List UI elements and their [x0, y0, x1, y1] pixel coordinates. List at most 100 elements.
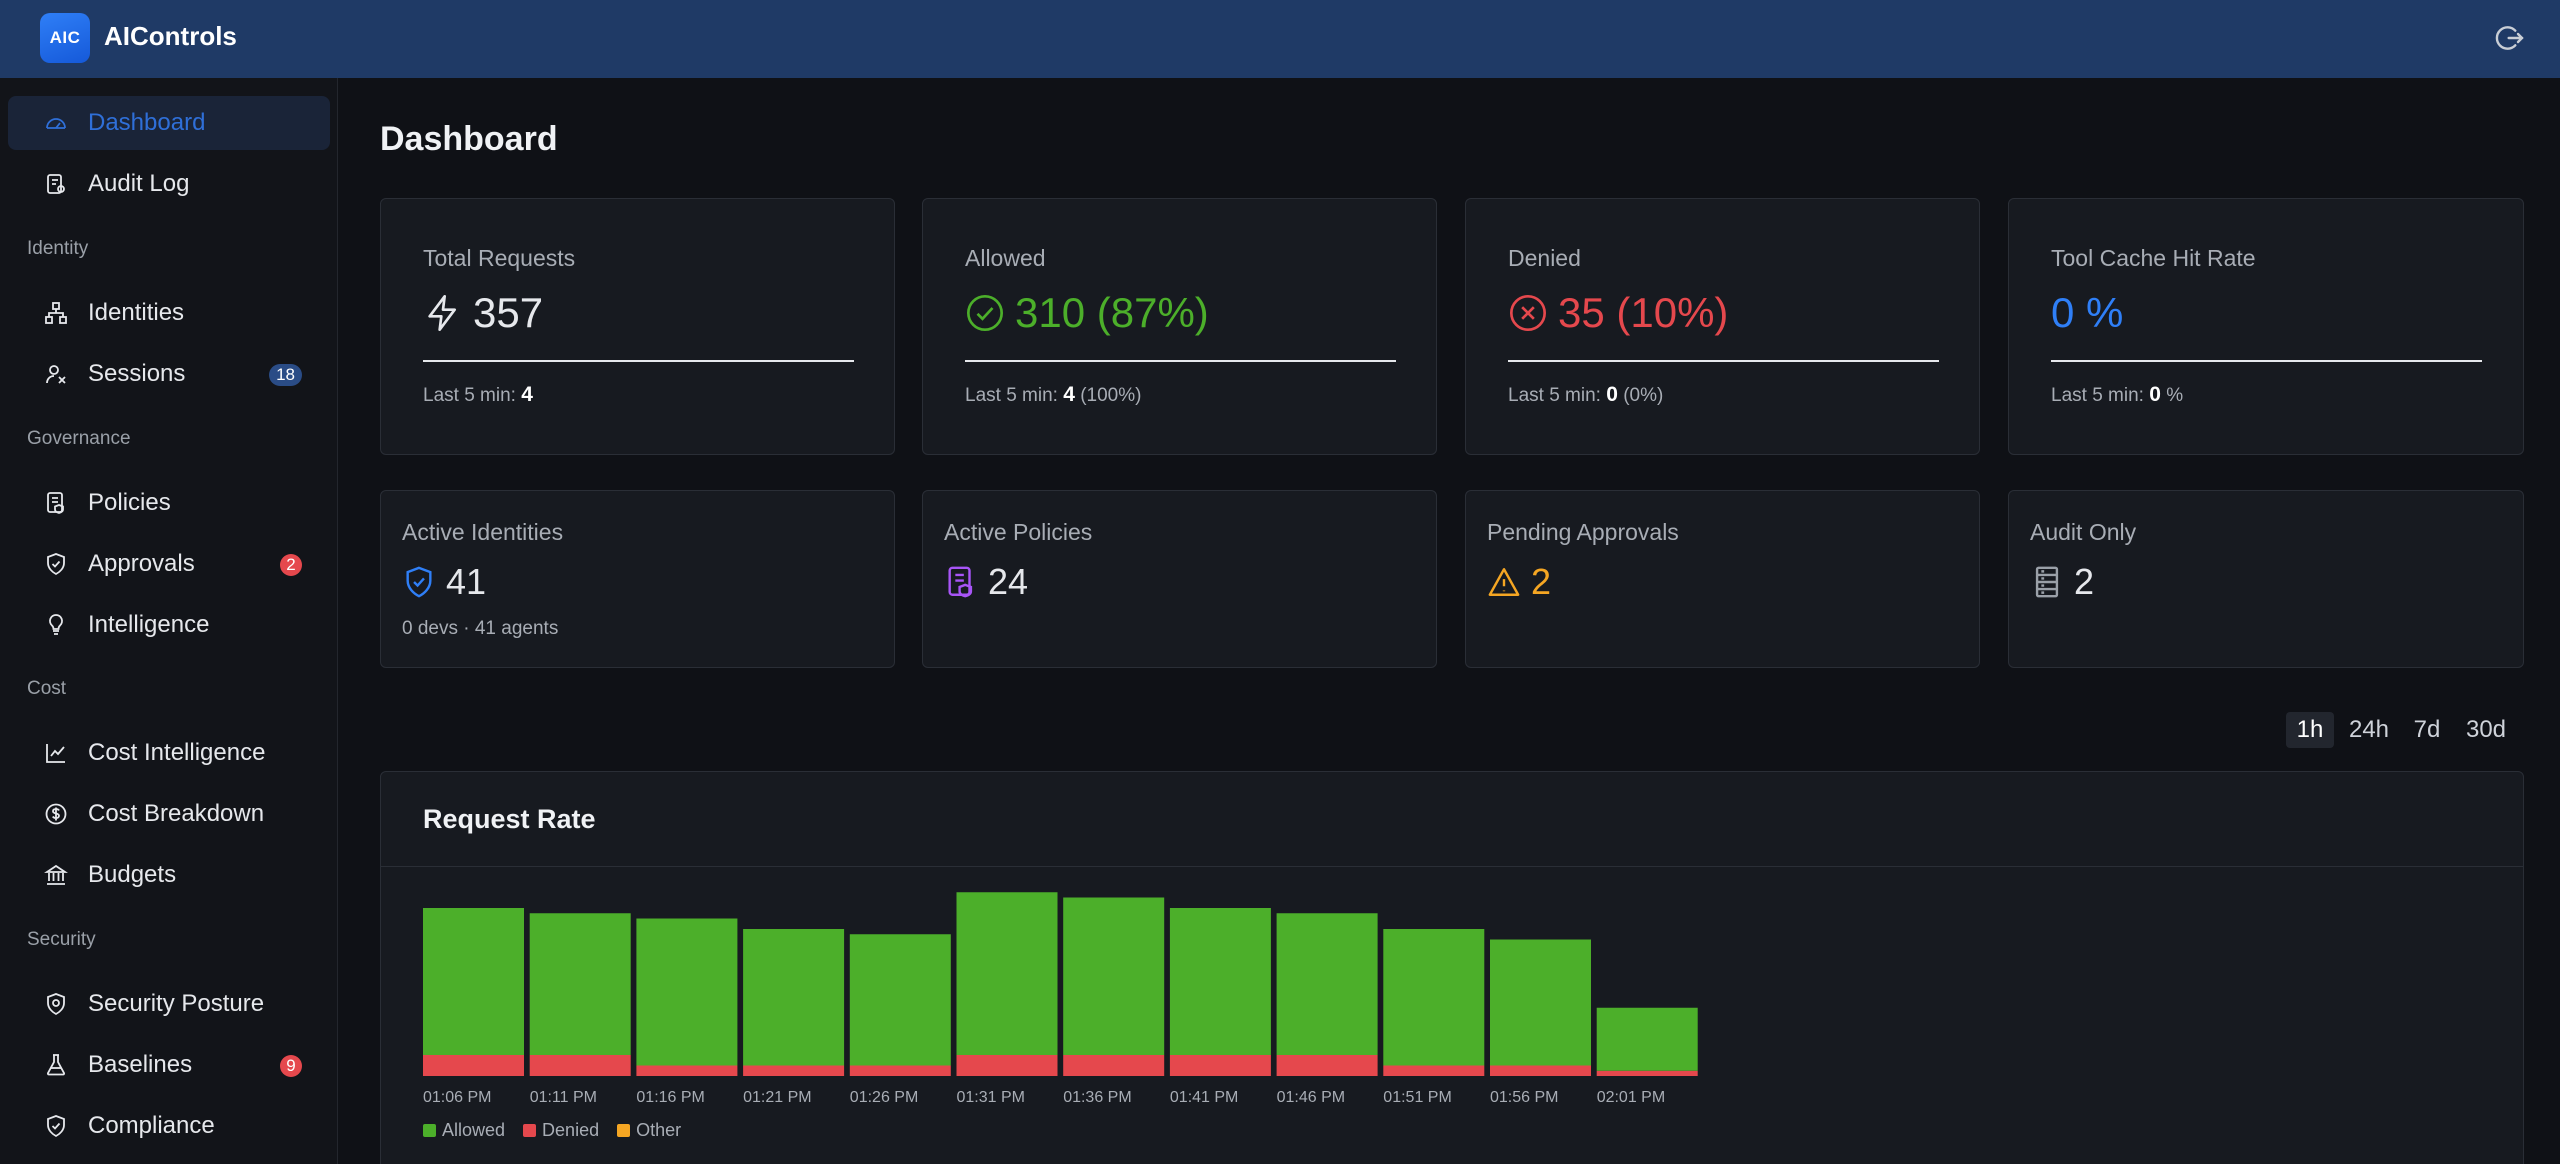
sidebar-item-security-posture[interactable]: Security Posture [8, 977, 330, 1031]
stat-sub: Last 5 min: 0 % [2051, 383, 2184, 406]
bar-allowed-8[interactable] [1276, 913, 1378, 1055]
divider [381, 866, 2523, 867]
sidebar: Dashboard Audit Log Identity Identities … [0, 78, 338, 1164]
bar-denied-9[interactable] [1383, 1065, 1485, 1077]
bar-denied-4[interactable] [849, 1065, 951, 1077]
audit-log-icon [47, 174, 65, 194]
range-30d-button[interactable]: 30d [2465, 716, 2507, 743]
bar-allowed-0[interactable] [423, 908, 524, 1055]
bar-allowed-11[interactable] [1596, 1007, 1698, 1071]
shield-icon [47, 993, 65, 1016]
stat-card-allowed: Allowed 310 (87%) Last 5 min: 4 (100%) [922, 198, 1437, 455]
bar-denied-6[interactable] [1063, 1055, 1165, 1076]
stat-sub: Last 5 min: 4 [423, 383, 533, 406]
sidebar-item-dashboard[interactable]: Dashboard [8, 96, 330, 150]
stat-value: 24 [944, 561, 1028, 603]
legend-item-denied[interactable]: Denied [523, 1120, 599, 1141]
sidebar-item-label: Audit Log [88, 170, 190, 197]
sidebar-item-approvals[interactable]: Approvals 2 [8, 537, 330, 591]
sidebar-item-cost-intelligence[interactable]: Cost Intelligence [8, 726, 330, 780]
bar-allowed-1[interactable] [529, 913, 631, 1055]
bar-denied-8[interactable] [1276, 1055, 1378, 1076]
approvals-count-badge: 2 [280, 554, 302, 576]
sessions-count-badge: 18 [269, 364, 302, 386]
bar-allowed-4[interactable] [849, 934, 951, 1066]
section-label-security: Security [27, 929, 96, 950]
shield-check-icon [406, 566, 432, 598]
sidebar-item-cost-breakdown[interactable]: Cost Breakdown [8, 787, 330, 841]
bar-allowed-10[interactable] [1490, 939, 1591, 1066]
legend-item-allowed[interactable]: Allowed [423, 1120, 505, 1141]
bar-denied-2[interactable] [636, 1065, 738, 1077]
x-tick-label: 01:56 PM [1490, 1089, 1558, 1106]
stat-value: 41 [402, 561, 486, 603]
sidebar-item-budgets[interactable]: Budgets [8, 848, 330, 902]
bar-denied-7[interactable] [1169, 1055, 1271, 1076]
stat-title: Tool Cache Hit Rate [2051, 245, 2256, 271]
dashboard-icon [46, 118, 66, 129]
pending-approvals-value: 2 [1531, 561, 1552, 602]
active-identities-value: 41 [446, 561, 487, 602]
x-tick-label: 01:46 PM [1277, 1089, 1345, 1106]
sidebar-item-policies[interactable]: Policies [8, 476, 330, 530]
bar-denied-10[interactable] [1490, 1065, 1591, 1077]
lightning-icon [428, 295, 456, 331]
policy-document-icon [948, 566, 973, 598]
bar-allowed-5[interactable] [956, 892, 1058, 1055]
sidebar-item-label: Baselines [88, 1051, 193, 1078]
stat-value: 0 % [2051, 289, 2123, 337]
sidebar-item-audit-log[interactable]: Audit Log [8, 157, 330, 211]
stat-value: 357 [423, 289, 543, 337]
app-logo[interactable]: AIC [40, 13, 90, 63]
legend-item-other[interactable]: Other [617, 1120, 681, 1141]
sidebar-item-compliance[interactable]: Compliance [8, 1099, 330, 1153]
bar-denied-3[interactable] [743, 1065, 845, 1077]
bar-allowed-7[interactable] [1169, 908, 1271, 1055]
range-7d-button[interactable]: 7d [2413, 716, 2441, 743]
bar-allowed-6[interactable] [1063, 897, 1165, 1056]
stat-card-denied: Denied 35 (10%) Last 5 min: 0 (0%) [1465, 198, 1980, 455]
flask-icon [46, 1054, 66, 1076]
sidebar-item-label: Security Posture [88, 990, 265, 1017]
approvals-icon [47, 553, 65, 576]
stat-card-active-identities: Active Identities 41 0 devs · 41 agents [380, 490, 895, 668]
x-tick-label: 01:11 PM [530, 1089, 597, 1106]
stat-card-tool-cache-hit-rate: Tool Cache Hit Rate 0 % Last 5 min: 0 % [2008, 198, 2524, 455]
total-requests-value: 357 [473, 289, 544, 336]
policies-icon [47, 492, 64, 514]
x-tick-label: 01:31 PM [957, 1089, 1025, 1106]
check-circle-icon [967, 295, 1003, 331]
sidebar-item-baselines[interactable]: Baselines 9 [8, 1038, 330, 1092]
divider [965, 360, 1396, 362]
bar-denied-5[interactable] [956, 1055, 1058, 1076]
stat-card-audit-only: Audit Only 2 [2008, 490, 2524, 668]
bar-allowed-2[interactable] [636, 918, 738, 1066]
legend-swatch [617, 1124, 631, 1137]
audit-only-value: 2 [2074, 561, 2095, 602]
stat-card-total-requests: Total Requests 357 Last 5 min: 4 [380, 198, 895, 455]
logout-icon[interactable] [2494, 22, 2526, 54]
stat-value: 310 (87%) [965, 289, 1209, 337]
shield-check-icon [47, 1115, 65, 1138]
stat-card-active-policies: Active Policies 24 [922, 490, 1437, 668]
denied-value: 35 (10%) [1558, 289, 1729, 336]
bar-allowed-3[interactable] [743, 929, 845, 1066]
legend-swatch [423, 1124, 436, 1137]
stat-value: 35 (10%) [1508, 289, 1728, 337]
bar-denied-11[interactable] [1596, 1070, 1698, 1076]
allowed-value: 310 (87%) [1015, 289, 1209, 336]
page-title: Dashboard [380, 120, 558, 158]
range-1h-button[interactable]: 1h [2286, 712, 2334, 748]
sidebar-item-identities[interactable]: Identities [8, 286, 330, 340]
divider [1508, 360, 1939, 362]
stat-title: Pending Approvals [1487, 519, 1679, 545]
sidebar-item-label: Identities [88, 299, 185, 326]
bar-denied-0[interactable] [423, 1055, 524, 1076]
bar-allowed-9[interactable] [1383, 929, 1485, 1066]
identities-icon [45, 302, 67, 324]
sidebar-item-sessions[interactable]: Sessions 18 [8, 347, 330, 401]
bar-denied-1[interactable] [529, 1055, 631, 1076]
range-24h-button[interactable]: 24h [2348, 716, 2390, 743]
sidebar-item-intelligence[interactable]: Intelligence [8, 598, 330, 652]
baselines-count-badge: 9 [280, 1055, 302, 1077]
